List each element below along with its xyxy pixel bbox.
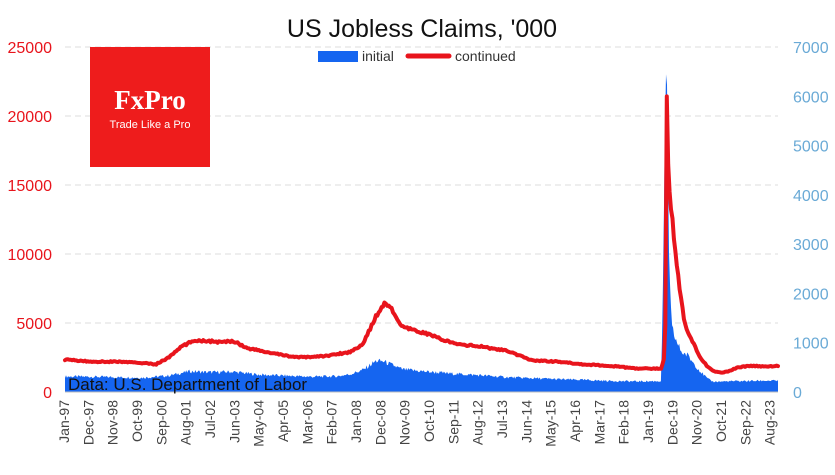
x-tick-label-26: Nov-20 bbox=[689, 400, 705, 445]
x-tick-label-7: Jun-03 bbox=[226, 400, 242, 443]
left-tick-label-0: 0 bbox=[43, 385, 52, 402]
logo-box bbox=[90, 47, 210, 167]
left-tick-label-1: 5000 bbox=[16, 316, 52, 333]
left-tick-label-2: 10000 bbox=[8, 247, 53, 264]
x-tick-label-19: Jun-14 bbox=[518, 400, 534, 443]
right-tick-label-4: 4000 bbox=[793, 188, 829, 205]
x-tick-label-23: Feb-18 bbox=[616, 400, 632, 445]
left-tick-label-3: 15000 bbox=[8, 178, 53, 195]
fxpro-logo: FxPro Trade Like a Pro bbox=[90, 47, 210, 167]
legend-label-initial: initial bbox=[362, 48, 394, 64]
right-tick-label-1: 1000 bbox=[793, 336, 829, 353]
x-tick-label-12: Jan-08 bbox=[348, 400, 364, 443]
right-tick-label-3: 3000 bbox=[793, 237, 829, 254]
x-tick-label-10: Mar-06 bbox=[299, 400, 315, 445]
left-tick-label-4: 20000 bbox=[8, 109, 53, 126]
x-tick-label-21: Apr-16 bbox=[567, 400, 583, 442]
logo-name: FxPro bbox=[114, 85, 185, 115]
x-tick-label-3: Oct-99 bbox=[129, 400, 145, 442]
axes: 0 5000 10000 15000 20000 25000 0 1000 2000 3000 40… bbox=[8, 40, 829, 447]
x-tick-label-14: Nov-09 bbox=[397, 400, 413, 445]
legend: initial continued bbox=[318, 48, 516, 64]
x-tick-label-27: Oct-21 bbox=[713, 400, 729, 442]
x-tick-label-2: Nov-98 bbox=[105, 400, 121, 445]
right-tick-label-7: 7000 bbox=[793, 40, 829, 57]
x-tick-label-6: Jul-02 bbox=[202, 400, 218, 438]
x-tick-label-28: Sep-22 bbox=[737, 400, 753, 445]
continued-claims-line bbox=[63, 94, 780, 375]
right-tick-label-0: 0 bbox=[793, 385, 802, 402]
x-tick-label-1: Dec-97 bbox=[80, 400, 96, 445]
x-tick-label-5: Aug-01 bbox=[178, 400, 194, 445]
x-tick-label-16: Sep-11 bbox=[445, 400, 461, 444]
x-tick-label-11: Feb-07 bbox=[324, 400, 340, 445]
x-tick-label-29: Aug-23 bbox=[762, 400, 778, 445]
x-tick-label-25: Dec-19 bbox=[664, 400, 680, 445]
x-tick-label-17: Aug-12 bbox=[470, 400, 486, 445]
x-tick-label-22: Mar-17 bbox=[591, 400, 607, 445]
right-tick-label-5: 5000 bbox=[793, 139, 829, 156]
x-tick-label-24: Jan-19 bbox=[640, 400, 656, 443]
x-tick-label-8: May-04 bbox=[251, 400, 267, 447]
left-tick-label-5: 25000 bbox=[8, 40, 53, 57]
x-tick-label-15: Oct-10 bbox=[421, 400, 437, 442]
logo-tagline: Trade Like a Pro bbox=[110, 119, 191, 131]
data-source-note: Data: U.S. Department of Labor bbox=[68, 375, 307, 394]
legend-label-continued: continued bbox=[455, 48, 516, 64]
legend-swatch-initial bbox=[318, 51, 358, 62]
continued-line-layer bbox=[63, 94, 780, 375]
x-tick-label-9: Apr-05 bbox=[275, 400, 291, 442]
chart-title: US Jobless Claims, '000 bbox=[287, 15, 557, 43]
x-tick-label-0: Jan-97 bbox=[56, 400, 72, 443]
x-tick-label-13: Dec-08 bbox=[372, 400, 388, 445]
right-tick-label-2: 2000 bbox=[793, 286, 829, 303]
x-tick-label-20: May-15 bbox=[543, 400, 559, 447]
x-tick-label-18: Jul-13 bbox=[494, 400, 510, 438]
right-tick-label-6: 6000 bbox=[793, 89, 829, 106]
x-tick-label-4: Sep-00 bbox=[153, 400, 169, 445]
